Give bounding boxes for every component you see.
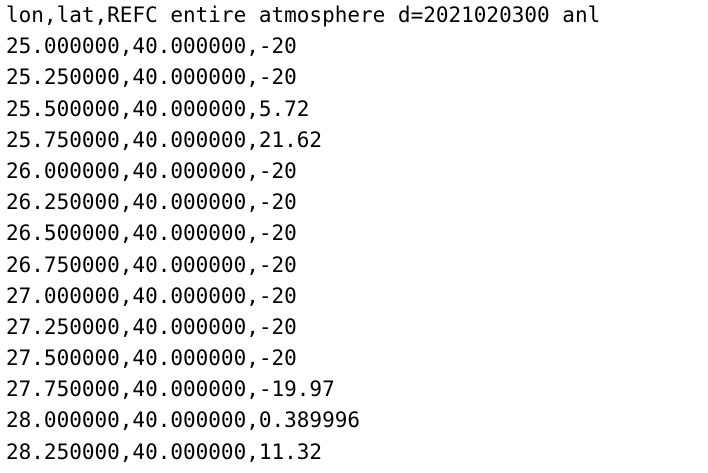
data-line: 26.750000,40.000000,-20 xyxy=(6,252,297,277)
text-document: lon,lat,REFC entire atmosphere d=2021020… xyxy=(6,0,706,473)
data-line: 25.250000,40.000000,-20 xyxy=(6,65,297,90)
header-line: lon,lat,REFC entire atmosphere d=2021020… xyxy=(6,3,601,27)
data-line: 27.250000,40.000000,-20 xyxy=(6,314,297,339)
data-line: 27.000000,40.000000,-20 xyxy=(6,283,297,308)
data-line: 26.250000,40.000000,-20 xyxy=(6,190,297,215)
data-line: 26.500000,40.000000,-20 xyxy=(6,221,297,246)
data-line: 25.500000,40.000000,5.72 xyxy=(6,96,310,121)
data-line: 25.000000,40.000000,-20 xyxy=(6,34,297,59)
data-line: 26.000000,40.000000,-20 xyxy=(6,158,297,183)
data-line: 28.250000,40.000000,11.32 xyxy=(6,439,323,464)
data-line: 27.750000,40.000000,-19.97 xyxy=(6,377,335,402)
data-line: 25.750000,40.000000,21.62 xyxy=(6,127,323,152)
data-line: 28.000000,40.000000,0.389996 xyxy=(6,408,361,433)
data-line: 27.500000,40.000000,-20 xyxy=(6,346,297,371)
